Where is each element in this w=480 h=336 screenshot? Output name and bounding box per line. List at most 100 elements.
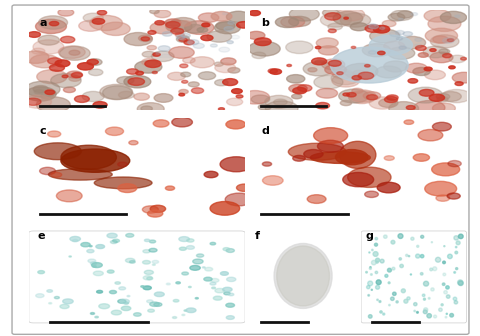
- Circle shape: [211, 11, 231, 21]
- Circle shape: [382, 313, 384, 315]
- Circle shape: [420, 272, 422, 275]
- Circle shape: [375, 261, 377, 263]
- Circle shape: [445, 313, 446, 314]
- Circle shape: [342, 172, 373, 187]
- Circle shape: [154, 292, 164, 297]
- Circle shape: [154, 303, 162, 306]
- Circle shape: [198, 13, 218, 23]
- Circle shape: [254, 38, 271, 46]
- Circle shape: [374, 238, 377, 240]
- Circle shape: [223, 292, 230, 295]
- Circle shape: [422, 281, 428, 286]
- Circle shape: [448, 55, 465, 63]
- Circle shape: [382, 20, 395, 27]
- Text: b: b: [261, 18, 268, 28]
- Circle shape: [99, 84, 132, 99]
- Circle shape: [371, 289, 372, 290]
- Circle shape: [215, 288, 224, 293]
- Circle shape: [342, 93, 348, 96]
- Circle shape: [151, 51, 174, 61]
- Circle shape: [455, 241, 459, 245]
- Circle shape: [117, 77, 133, 84]
- Circle shape: [180, 64, 188, 68]
- Circle shape: [388, 101, 418, 115]
- Circle shape: [351, 76, 360, 80]
- Circle shape: [93, 271, 103, 276]
- Circle shape: [368, 314, 372, 318]
- Circle shape: [33, 40, 64, 54]
- Circle shape: [387, 47, 414, 59]
- Circle shape: [453, 301, 457, 304]
- Circle shape: [416, 311, 418, 313]
- Circle shape: [430, 288, 433, 291]
- Circle shape: [196, 254, 204, 257]
- Circle shape: [182, 57, 195, 63]
- Circle shape: [343, 17, 348, 19]
- Circle shape: [50, 74, 81, 88]
- Circle shape: [118, 91, 134, 98]
- Circle shape: [124, 76, 151, 88]
- Circle shape: [150, 205, 165, 212]
- Circle shape: [339, 13, 370, 27]
- Circle shape: [286, 65, 291, 67]
- Circle shape: [38, 16, 67, 29]
- Circle shape: [442, 273, 445, 276]
- Circle shape: [408, 256, 409, 257]
- Circle shape: [343, 64, 377, 79]
- Circle shape: [107, 233, 117, 238]
- Circle shape: [432, 267, 436, 271]
- Circle shape: [115, 282, 120, 284]
- Circle shape: [179, 237, 189, 242]
- Circle shape: [149, 9, 159, 14]
- Circle shape: [387, 282, 389, 284]
- Circle shape: [339, 100, 351, 106]
- Circle shape: [152, 71, 157, 74]
- Circle shape: [367, 281, 372, 286]
- Circle shape: [186, 308, 195, 312]
- Circle shape: [390, 10, 412, 20]
- Circle shape: [288, 16, 310, 27]
- Circle shape: [398, 36, 425, 49]
- Ellipse shape: [48, 169, 112, 180]
- Ellipse shape: [288, 143, 346, 160]
- Circle shape: [179, 38, 187, 42]
- Circle shape: [79, 20, 102, 31]
- Circle shape: [383, 41, 404, 51]
- Circle shape: [118, 299, 126, 303]
- Circle shape: [89, 245, 92, 247]
- Circle shape: [181, 272, 188, 275]
- Circle shape: [321, 59, 344, 70]
- Circle shape: [431, 242, 432, 243]
- Circle shape: [149, 302, 159, 306]
- Circle shape: [240, 91, 269, 104]
- Circle shape: [410, 237, 413, 240]
- Circle shape: [288, 7, 319, 21]
- Circle shape: [170, 28, 183, 34]
- Circle shape: [142, 206, 158, 213]
- Circle shape: [22, 51, 49, 64]
- Circle shape: [409, 274, 410, 275]
- Circle shape: [77, 63, 93, 70]
- Circle shape: [324, 65, 346, 75]
- Circle shape: [446, 254, 451, 259]
- Circle shape: [324, 13, 340, 20]
- Circle shape: [262, 162, 271, 166]
- Circle shape: [179, 247, 186, 250]
- Circle shape: [216, 22, 234, 30]
- Circle shape: [62, 299, 73, 304]
- Circle shape: [228, 293, 233, 296]
- Circle shape: [154, 94, 172, 102]
- Circle shape: [90, 15, 122, 31]
- Circle shape: [213, 296, 222, 300]
- Ellipse shape: [274, 244, 331, 308]
- Circle shape: [222, 79, 237, 86]
- Circle shape: [440, 11, 466, 24]
- Circle shape: [292, 155, 305, 161]
- Circle shape: [127, 295, 130, 297]
- Circle shape: [74, 95, 89, 102]
- Circle shape: [346, 92, 355, 97]
- Circle shape: [185, 25, 204, 33]
- Circle shape: [41, 93, 53, 99]
- Circle shape: [150, 22, 176, 34]
- Circle shape: [49, 64, 64, 71]
